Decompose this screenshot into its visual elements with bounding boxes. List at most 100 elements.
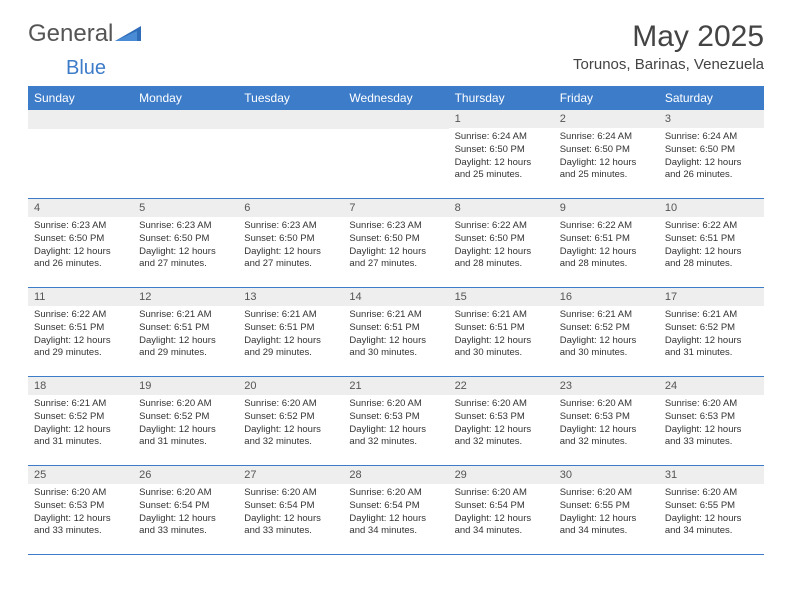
day-cell: 12Sunrise: 6:21 AMSunset: 6:51 PMDayligh…: [133, 288, 238, 377]
day-number: 10: [659, 199, 764, 217]
dayname-sunday: Sunday: [28, 86, 133, 110]
day-number: 23: [554, 377, 659, 395]
day-cell: 19Sunrise: 6:20 AMSunset: 6:52 PMDayligh…: [133, 377, 238, 466]
day-details: Sunrise: 6:20 AMSunset: 6:53 PMDaylight:…: [28, 484, 133, 542]
day-details: Sunrise: 6:24 AMSunset: 6:50 PMDaylight:…: [449, 128, 554, 186]
location-text: Torunos, Barinas, Venezuela: [573, 56, 764, 73]
day-number: 22: [449, 377, 554, 395]
day-details: Sunrise: 6:23 AMSunset: 6:50 PMDaylight:…: [28, 217, 133, 275]
day-cell: [343, 110, 448, 199]
day-cell: 17Sunrise: 6:21 AMSunset: 6:52 PMDayligh…: [659, 288, 764, 377]
day-details: Sunrise: 6:20 AMSunset: 6:53 PMDaylight:…: [554, 395, 659, 453]
day-number: 7: [343, 199, 448, 217]
day-number: 30: [554, 466, 659, 484]
day-details: Sunrise: 6:21 AMSunset: 6:51 PMDaylight:…: [238, 306, 343, 364]
day-details: Sunrise: 6:23 AMSunset: 6:50 PMDaylight:…: [343, 217, 448, 275]
day-number: 27: [238, 466, 343, 484]
dayname-row: SundayMondayTuesdayWednesdayThursdayFrid…: [28, 86, 764, 110]
dayname-tuesday: Tuesday: [238, 86, 343, 110]
dayname-saturday: Saturday: [659, 86, 764, 110]
calendar-table: SundayMondayTuesdayWednesdayThursdayFrid…: [28, 86, 764, 555]
day-cell: 29Sunrise: 6:20 AMSunset: 6:54 PMDayligh…: [449, 466, 554, 555]
day-details: Sunrise: 6:20 AMSunset: 6:53 PMDaylight:…: [659, 395, 764, 453]
day-details: Sunrise: 6:21 AMSunset: 6:51 PMDaylight:…: [449, 306, 554, 364]
logo-text-general: General: [28, 20, 113, 48]
day-number: 28: [343, 466, 448, 484]
day-number-empty: [238, 110, 343, 129]
day-number: 3: [659, 110, 764, 128]
logo-text-blue: Blue: [66, 57, 106, 80]
day-cell: 2Sunrise: 6:24 AMSunset: 6:50 PMDaylight…: [554, 110, 659, 199]
day-cell: 5Sunrise: 6:23 AMSunset: 6:50 PMDaylight…: [133, 199, 238, 288]
day-details: Sunrise: 6:21 AMSunset: 6:51 PMDaylight:…: [133, 306, 238, 364]
day-details: Sunrise: 6:20 AMSunset: 6:54 PMDaylight:…: [133, 484, 238, 542]
day-number: 6: [238, 199, 343, 217]
day-cell: 27Sunrise: 6:20 AMSunset: 6:54 PMDayligh…: [238, 466, 343, 555]
day-cell: [133, 110, 238, 199]
day-number: 19: [133, 377, 238, 395]
day-number: 4: [28, 199, 133, 217]
day-details: Sunrise: 6:20 AMSunset: 6:53 PMDaylight:…: [343, 395, 448, 453]
logo-triangle-icon: [115, 23, 141, 46]
day-details: Sunrise: 6:22 AMSunset: 6:50 PMDaylight:…: [449, 217, 554, 275]
dayname-monday: Monday: [133, 86, 238, 110]
day-number-empty: [343, 110, 448, 129]
day-details: Sunrise: 6:20 AMSunset: 6:55 PMDaylight:…: [554, 484, 659, 542]
day-cell: 20Sunrise: 6:20 AMSunset: 6:52 PMDayligh…: [238, 377, 343, 466]
calendar-head: SundayMondayTuesdayWednesdayThursdayFrid…: [28, 86, 764, 110]
dayname-wednesday: Wednesday: [343, 86, 448, 110]
day-cell: 21Sunrise: 6:20 AMSunset: 6:53 PMDayligh…: [343, 377, 448, 466]
day-number: 14: [343, 288, 448, 306]
week-row: 4Sunrise: 6:23 AMSunset: 6:50 PMDaylight…: [28, 199, 764, 288]
day-number: 1: [449, 110, 554, 128]
day-cell: 8Sunrise: 6:22 AMSunset: 6:50 PMDaylight…: [449, 199, 554, 288]
logo: General: [28, 20, 143, 48]
day-number: 21: [343, 377, 448, 395]
day-cell: 18Sunrise: 6:21 AMSunset: 6:52 PMDayligh…: [28, 377, 133, 466]
day-details: Sunrise: 6:22 AMSunset: 6:51 PMDaylight:…: [659, 217, 764, 275]
week-row: 1Sunrise: 6:24 AMSunset: 6:50 PMDaylight…: [28, 110, 764, 199]
day-details: Sunrise: 6:24 AMSunset: 6:50 PMDaylight:…: [659, 128, 764, 186]
day-number: 11: [28, 288, 133, 306]
calendar-page: General May 2025 Torunos, Barinas, Venez…: [0, 0, 792, 575]
day-cell: 6Sunrise: 6:23 AMSunset: 6:50 PMDaylight…: [238, 199, 343, 288]
day-cell: 7Sunrise: 6:23 AMSunset: 6:50 PMDaylight…: [343, 199, 448, 288]
day-cell: 22Sunrise: 6:20 AMSunset: 6:53 PMDayligh…: [449, 377, 554, 466]
day-number: 15: [449, 288, 554, 306]
day-details: Sunrise: 6:20 AMSunset: 6:53 PMDaylight:…: [449, 395, 554, 453]
day-details: Sunrise: 6:20 AMSunset: 6:55 PMDaylight:…: [659, 484, 764, 542]
day-number: 13: [238, 288, 343, 306]
day-details: Sunrise: 6:24 AMSunset: 6:50 PMDaylight:…: [554, 128, 659, 186]
day-number: 17: [659, 288, 764, 306]
day-details: Sunrise: 6:21 AMSunset: 6:51 PMDaylight:…: [343, 306, 448, 364]
week-row: 25Sunrise: 6:20 AMSunset: 6:53 PMDayligh…: [28, 466, 764, 555]
day-number: 18: [28, 377, 133, 395]
week-row: 11Sunrise: 6:22 AMSunset: 6:51 PMDayligh…: [28, 288, 764, 377]
day-details: Sunrise: 6:20 AMSunset: 6:52 PMDaylight:…: [133, 395, 238, 453]
day-number: 26: [133, 466, 238, 484]
day-details: Sunrise: 6:23 AMSunset: 6:50 PMDaylight:…: [133, 217, 238, 275]
day-number: 20: [238, 377, 343, 395]
day-cell: 11Sunrise: 6:22 AMSunset: 6:51 PMDayligh…: [28, 288, 133, 377]
day-details: Sunrise: 6:21 AMSunset: 6:52 PMDaylight:…: [659, 306, 764, 364]
day-details: Sunrise: 6:22 AMSunset: 6:51 PMDaylight:…: [28, 306, 133, 364]
month-title: May 2025: [573, 20, 764, 54]
day-number: 24: [659, 377, 764, 395]
day-cell: 28Sunrise: 6:20 AMSunset: 6:54 PMDayligh…: [343, 466, 448, 555]
day-cell: 30Sunrise: 6:20 AMSunset: 6:55 PMDayligh…: [554, 466, 659, 555]
title-block: May 2025 Torunos, Barinas, Venezuela: [573, 20, 764, 73]
day-cell: 15Sunrise: 6:21 AMSunset: 6:51 PMDayligh…: [449, 288, 554, 377]
day-number: 5: [133, 199, 238, 217]
day-cell: [28, 110, 133, 199]
week-row: 18Sunrise: 6:21 AMSunset: 6:52 PMDayligh…: [28, 377, 764, 466]
day-cell: 31Sunrise: 6:20 AMSunset: 6:55 PMDayligh…: [659, 466, 764, 555]
day-number-empty: [28, 110, 133, 129]
day-cell: 14Sunrise: 6:21 AMSunset: 6:51 PMDayligh…: [343, 288, 448, 377]
day-number: 25: [28, 466, 133, 484]
day-cell: 10Sunrise: 6:22 AMSunset: 6:51 PMDayligh…: [659, 199, 764, 288]
day-details: Sunrise: 6:22 AMSunset: 6:51 PMDaylight:…: [554, 217, 659, 275]
day-details: Sunrise: 6:23 AMSunset: 6:50 PMDaylight:…: [238, 217, 343, 275]
day-cell: 23Sunrise: 6:20 AMSunset: 6:53 PMDayligh…: [554, 377, 659, 466]
day-details: Sunrise: 6:21 AMSunset: 6:52 PMDaylight:…: [554, 306, 659, 364]
dayname-friday: Friday: [554, 86, 659, 110]
